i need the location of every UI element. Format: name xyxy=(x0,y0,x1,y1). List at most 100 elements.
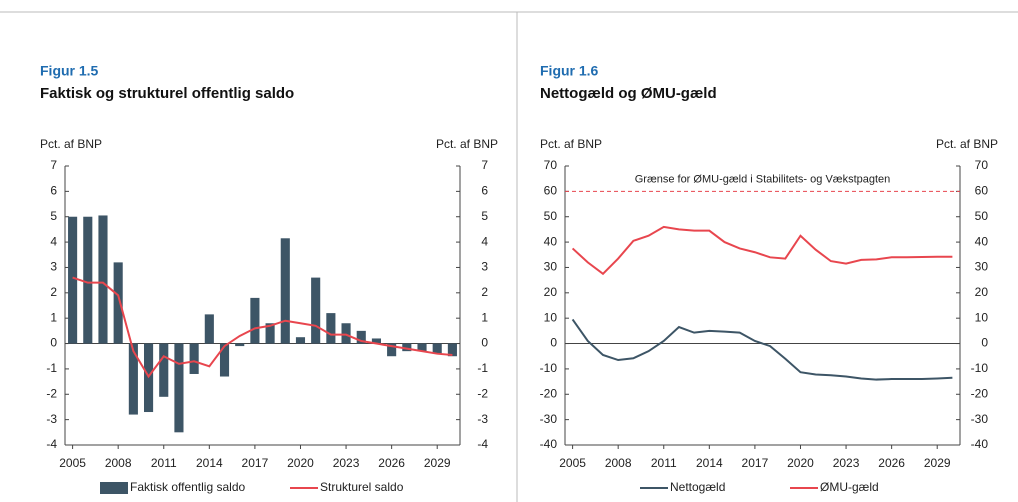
y2-tick-label: 6 xyxy=(481,184,488,198)
legend-label: Nettogæld xyxy=(670,480,725,494)
legend-swatch xyxy=(100,482,128,494)
y-tick-label: -40 xyxy=(540,437,558,451)
y2-tick-label: -3 xyxy=(477,412,488,426)
y-tick-label: -3 xyxy=(46,412,57,426)
x-tick-label: 2005 xyxy=(559,456,586,470)
y-tick-label: -30 xyxy=(540,412,558,426)
y-tick-label: 10 xyxy=(544,310,558,324)
bar xyxy=(128,343,138,415)
y2-tick-label: 0 xyxy=(481,336,488,350)
bar xyxy=(402,343,412,352)
reference-label: Grænse for ØMU-gæld i Stabilitets- og Væ… xyxy=(635,173,891,185)
chart-title: Nettogæld og ØMU-gæld xyxy=(540,85,717,102)
x-tick-label: 2011 xyxy=(651,456,677,470)
bar xyxy=(204,314,214,344)
bar xyxy=(159,343,169,397)
y2-tick-label: 60 xyxy=(975,184,989,198)
y-tick-label: 50 xyxy=(544,209,558,223)
bar xyxy=(68,216,78,344)
y-tick-label: 2 xyxy=(50,285,57,299)
y2-tick-label: 50 xyxy=(975,209,989,223)
y2-tick-label: -4 xyxy=(477,437,488,451)
y-axis-label: Pct. af BNP xyxy=(540,137,602,151)
line xyxy=(72,276,453,379)
y-tick-label: -4 xyxy=(46,437,57,451)
x-tick-label: 2008 xyxy=(605,456,632,470)
y-tick-label: 40 xyxy=(544,234,558,248)
y2-tick-label: 1 xyxy=(481,310,488,324)
y-tick-label: 1 xyxy=(50,310,57,324)
bar xyxy=(174,343,184,433)
y-tick-label: 60 xyxy=(544,184,558,198)
y2-tick-label: 0 xyxy=(981,336,988,350)
bar xyxy=(341,323,351,344)
bar xyxy=(311,277,321,344)
x-tick-label: 2026 xyxy=(378,456,405,470)
y2-tick-label: -30 xyxy=(971,412,989,426)
y-tick-label: 5 xyxy=(50,209,57,223)
chart-title: Faktisk og strukturel offentlig saldo xyxy=(40,85,294,102)
y-tick-label: 30 xyxy=(544,260,558,274)
y-tick-label: 0 xyxy=(550,336,557,350)
bar xyxy=(113,262,123,344)
y2-tick-label: 40 xyxy=(975,234,989,248)
bar xyxy=(417,343,427,352)
y2-tick-label: 4 xyxy=(481,234,488,248)
figure-label: Figur 1.6 xyxy=(540,63,599,79)
y2-tick-label: 10 xyxy=(975,310,989,324)
bar xyxy=(356,330,366,344)
y-tick-label: 70 xyxy=(544,158,558,172)
y2-axis-label: Pct. af BNP xyxy=(936,137,998,151)
bar xyxy=(250,297,260,344)
x-tick-label: 2023 xyxy=(333,456,360,470)
y2-tick-label: 2 xyxy=(481,285,488,299)
legend-label: Strukturel saldo xyxy=(320,480,404,494)
line xyxy=(571,225,953,276)
x-tick-label: 2008 xyxy=(105,456,132,470)
y-tick-label: 0 xyxy=(50,336,57,350)
x-tick-label: 2005 xyxy=(59,456,86,470)
bar xyxy=(219,343,230,377)
y2-tick-label: -20 xyxy=(971,386,989,400)
y2-tick-label: 20 xyxy=(975,285,989,299)
y-tick-label: 3 xyxy=(50,260,57,274)
x-tick-label: 2014 xyxy=(696,456,723,470)
y-axis-label: Pct. af BNP xyxy=(40,137,102,151)
x-tick-label: 2020 xyxy=(787,456,814,470)
legend-label: ØMU-gæld xyxy=(820,480,879,494)
y2-axis-label: Pct. af BNP xyxy=(436,137,498,151)
y-tick-label: 20 xyxy=(544,285,558,299)
y2-tick-label: -10 xyxy=(971,361,989,375)
bar xyxy=(83,216,93,344)
x-tick-label: 2026 xyxy=(878,456,905,470)
bar xyxy=(189,343,199,374)
x-tick-label: 2029 xyxy=(424,456,451,470)
y2-tick-label: 7 xyxy=(481,158,488,172)
bar xyxy=(235,343,245,347)
y2-tick-label: 30 xyxy=(975,260,989,274)
x-tick-label: 2020 xyxy=(287,456,314,470)
x-tick-label: 2029 xyxy=(924,456,951,470)
y2-tick-label: 5 xyxy=(481,209,488,223)
bar xyxy=(432,343,442,354)
y-tick-label: 7 xyxy=(50,158,57,172)
y-tick-label: -2 xyxy=(46,386,57,400)
y2-tick-label: -40 xyxy=(971,437,989,451)
y-tick-label: 4 xyxy=(50,234,57,248)
bar xyxy=(98,215,108,344)
x-tick-label: 2014 xyxy=(196,456,223,470)
x-tick-label: 2023 xyxy=(833,456,860,470)
x-tick-label: 2017 xyxy=(242,456,269,470)
y2-tick-label: 3 xyxy=(481,260,488,274)
bar xyxy=(371,338,381,344)
x-tick-label: 2017 xyxy=(742,456,769,470)
y-tick-label: -20 xyxy=(540,386,558,400)
bar xyxy=(280,238,290,344)
legend-label: Faktisk offentlig saldo xyxy=(130,480,245,494)
y2-tick-label: -1 xyxy=(477,361,488,375)
bar xyxy=(447,343,457,357)
bar xyxy=(295,337,306,344)
y-tick-label: 6 xyxy=(50,184,57,198)
